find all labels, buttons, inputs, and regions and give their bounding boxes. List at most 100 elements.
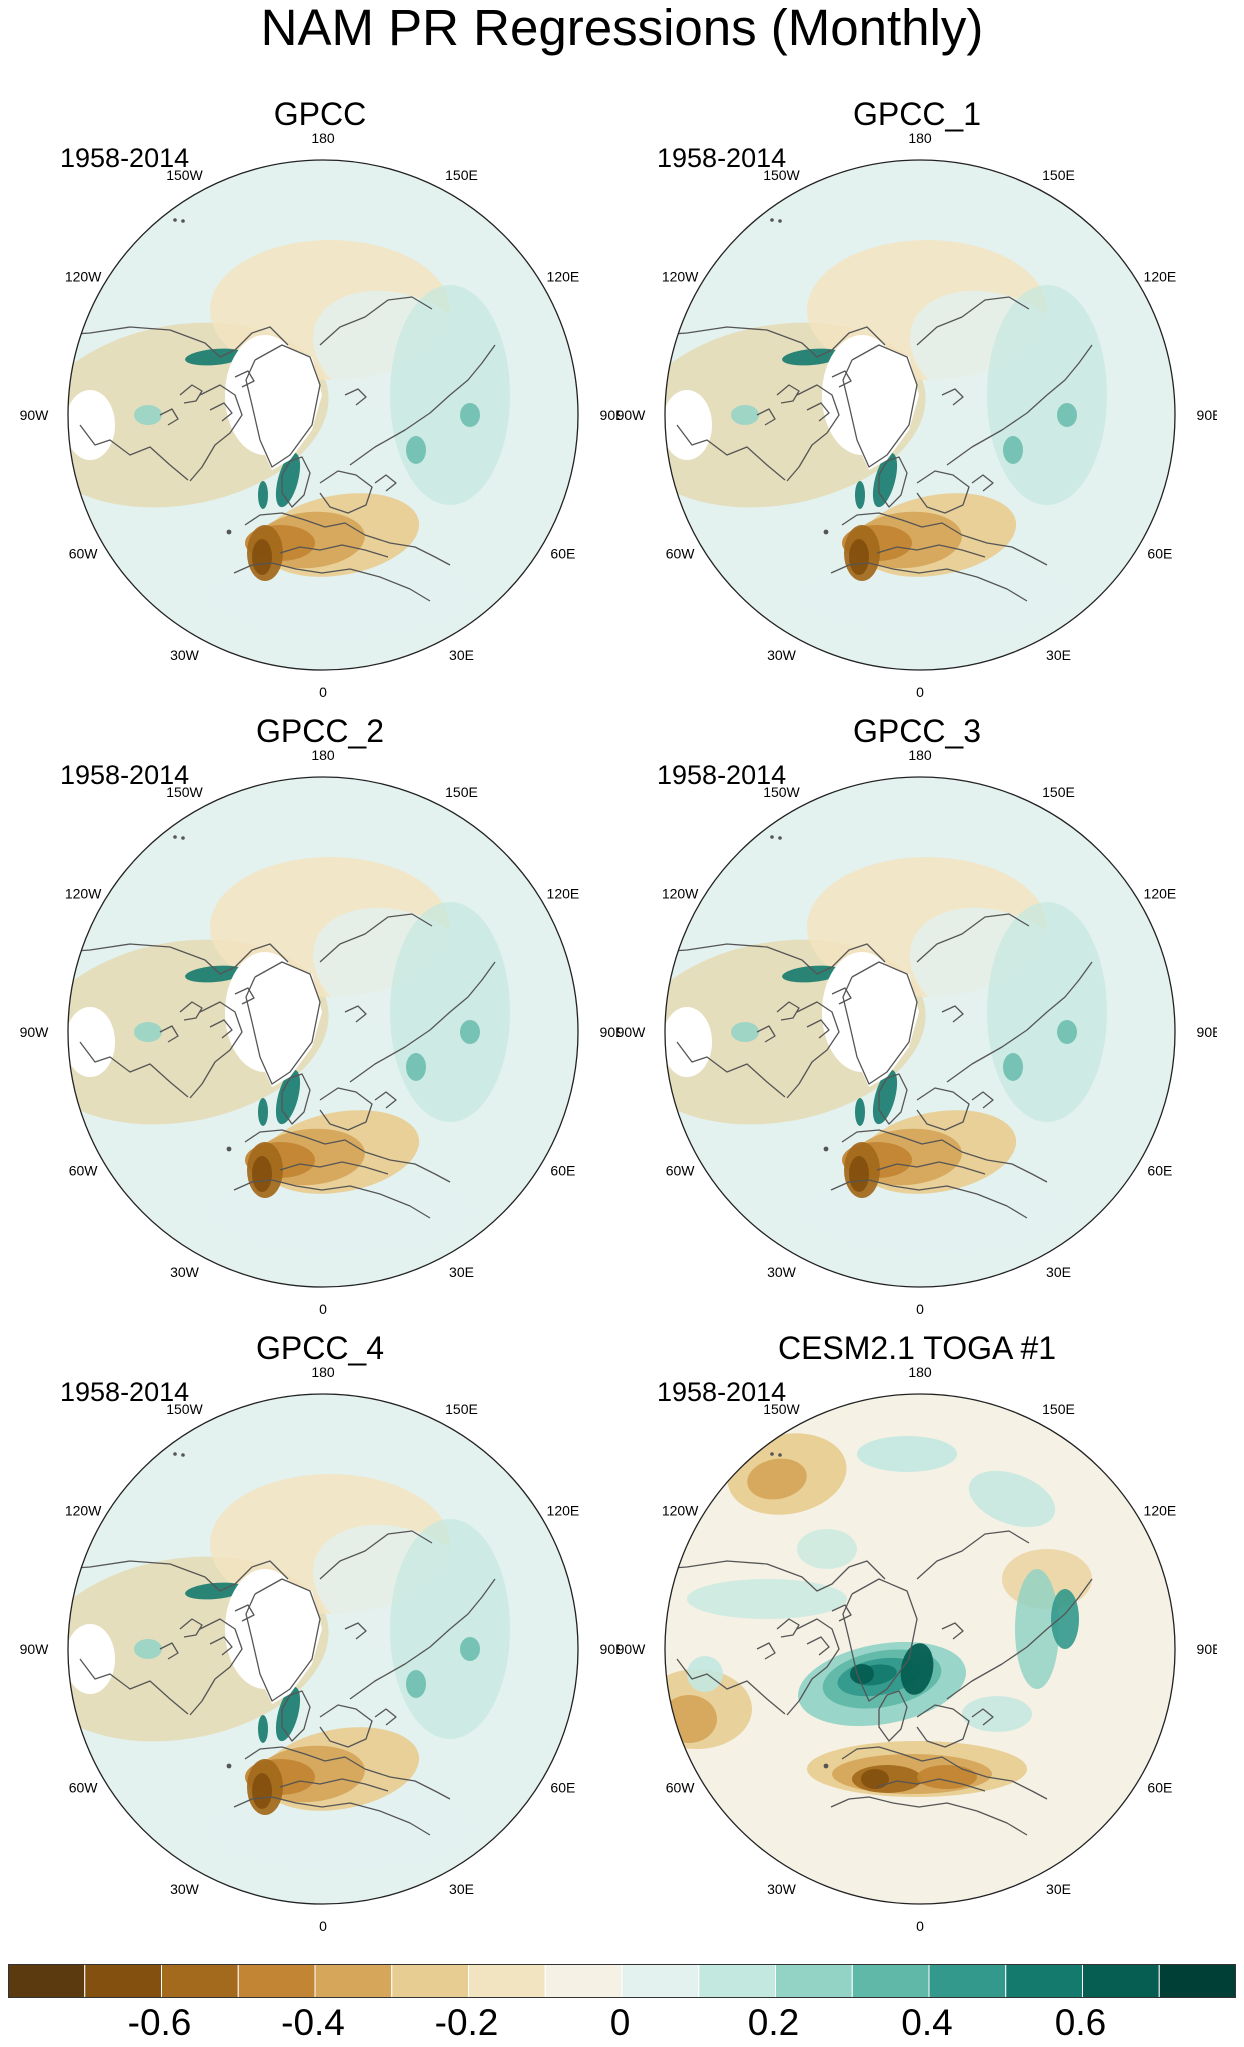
longitude-label: 150W: [763, 167, 800, 183]
longitude-label: 30E: [1046, 1881, 1071, 1897]
longitude-label: 90W: [20, 407, 49, 423]
panel-period: 1958-2014: [60, 143, 190, 173]
longitude-label: 0: [916, 684, 924, 700]
map-panel-gpcc: 180 150E 120E 90E 60E 30E 0 30W 60W 90W 120W 150W G…: [20, 95, 620, 715]
map-field: [68, 160, 578, 670]
longitude-label: 180: [311, 1364, 335, 1380]
longitude-label: 90W: [20, 1024, 49, 1040]
map-panel-gpcc-1: 180 150E 120E 90E 60E 30E 0 30W 60W 90W 120W 150W G…: [617, 95, 1217, 715]
colorbar-tick-label: -0.6: [127, 2002, 192, 2043]
longitude-label: 90W: [617, 407, 646, 423]
longitude-label: 120E: [547, 269, 580, 285]
longitude-label: 150W: [166, 1401, 203, 1417]
longitude-label: 60W: [69, 546, 99, 562]
longitude-label: 180: [908, 1364, 932, 1380]
colorbar-segment: [851, 1964, 930, 1998]
longitude-label: 150E: [445, 1401, 478, 1417]
longitude-label: 180: [311, 747, 335, 763]
colorbar-tick-label: -0.2: [434, 2002, 499, 2043]
longitude-label: 120E: [547, 1503, 580, 1519]
polar-map: 180 150E 120E 90E 60E 30E 0 30W 60W 90W 120W 150W: [20, 130, 620, 700]
colorbar-tick-label: 0.2: [747, 2002, 800, 2043]
colorbar-tick-label: -0.4: [281, 2002, 345, 2043]
panel-title: GPCC_3: [852, 713, 982, 749]
longitude-label: 60W: [666, 546, 696, 562]
longitude-label: 120W: [662, 269, 699, 285]
longitude-label: 0: [319, 1301, 327, 1317]
longitude-label: 90W: [617, 1024, 646, 1040]
longitude-label: 150E: [1042, 1401, 1075, 1417]
panel-title: GPCC_4: [255, 1330, 385, 1366]
longitude-label: 60E: [1147, 1163, 1172, 1179]
colorbar-segment: [8, 1964, 86, 1998]
colorbar-segment: [544, 1964, 623, 1998]
longitude-label: 60W: [69, 1780, 99, 1796]
colorbar-tick-label: 0.6: [1054, 2002, 1107, 2043]
colorbar-tick-label: 0.4: [901, 2002, 953, 2043]
longitude-label: 150E: [1042, 167, 1075, 183]
panel-title: GPCC_2: [255, 713, 385, 749]
longitude-label: 120E: [547, 886, 580, 902]
longitude-label: 90W: [617, 1641, 646, 1657]
longitude-label: 120W: [662, 886, 699, 902]
polar-map: 180 150E 120E 90E 60E 30E 0 30W 60W 90W 120W 150W: [617, 747, 1217, 1317]
longitude-label: 60E: [550, 546, 575, 562]
longitude-label: 60E: [550, 1163, 575, 1179]
coastlines: [665, 835, 1093, 1219]
longitude-label: 60E: [1147, 546, 1172, 562]
coastlines: [665, 218, 1093, 602]
panel-period: 1958-2014: [60, 760, 190, 790]
colorbar-segment: [1005, 1964, 1083, 1998]
longitude-label: 120W: [65, 1503, 102, 1519]
longitude-label: 0: [916, 1918, 924, 1934]
colorbar-segment: [1082, 1964, 1160, 1998]
longitude-label: 150E: [1042, 784, 1075, 800]
polar-map: 180 150E 120E 90E 60E 30E 0 30W 60W 90W 120W 150W: [617, 1364, 1217, 1934]
longitude-label: 30W: [170, 1264, 200, 1280]
longitude-label: 180: [908, 747, 932, 763]
longitude-label: 60W: [69, 1163, 99, 1179]
map-border: [664, 776, 1176, 1288]
colorbar-labels: -0.6 -0.4 -0.2 0 0.2 0.4 0.6: [0, 2002, 1244, 2047]
panel-period: 1958-2014: [657, 143, 787, 173]
colorbar-segment: [161, 1964, 239, 1998]
figure-title: NAM PR Regressions (Monthly): [260, 0, 984, 56]
panel-period: 1958-2014: [657, 760, 787, 790]
polar-map: 180 150E 120E 90E 60E 30E 0 30W 60W 90W 120W 150W: [20, 747, 620, 1317]
colorbar-segment: [468, 1964, 546, 1998]
longitude-label: 120W: [662, 1503, 699, 1519]
colorbar-segment: [84, 1964, 162, 1998]
colorbar-segment: [928, 1964, 1007, 1998]
longitude-label: 180: [908, 130, 932, 146]
coastlines: [665, 1452, 1093, 1836]
panel-title: GPCC_1: [852, 96, 982, 132]
colorbar: [8, 1964, 1236, 1998]
map-field: [68, 1394, 578, 1904]
panel-period: 1958-2014: [60, 1377, 190, 1407]
panel-title: CESM2.1 TOGA #1: [777, 1330, 1057, 1366]
colorbar-segment: [314, 1964, 393, 1998]
polar-map: 180 150E 120E 90E 60E 30E 0 30W 60W 90W 120W 150W: [617, 130, 1217, 700]
longitude-label: 30W: [767, 1881, 797, 1897]
longitude-label: 0: [319, 684, 327, 700]
longitude-label: 30W: [170, 1881, 200, 1897]
colorbar-segment: [237, 1964, 316, 1998]
map-panel-cesm2-toga: 180 150E 120E 90E 60E 30E 0 30W 60W 90W 120W 150W C…: [617, 1329, 1217, 1949]
colorbar-segment: [391, 1964, 469, 1998]
colorbar-tick-label: 0: [609, 2002, 631, 2043]
coastlines: [68, 218, 496, 602]
longitude-label: 120W: [65, 269, 102, 285]
longitude-label: 90E: [600, 1641, 620, 1657]
longitude-label: 30E: [449, 1881, 474, 1897]
longitude-label: 150W: [166, 167, 203, 183]
longitude-label: 150W: [763, 784, 800, 800]
panel-period: 1958-2014: [657, 1377, 787, 1407]
longitude-label: 150W: [166, 784, 203, 800]
coastlines: [68, 1452, 496, 1836]
map-border: [67, 1393, 579, 1905]
map-field: [665, 1394, 1175, 1904]
longitude-label: 30W: [170, 647, 200, 663]
longitude-label: 60W: [666, 1780, 696, 1796]
coastlines: [68, 835, 496, 1219]
longitude-label: 120E: [1144, 269, 1177, 285]
